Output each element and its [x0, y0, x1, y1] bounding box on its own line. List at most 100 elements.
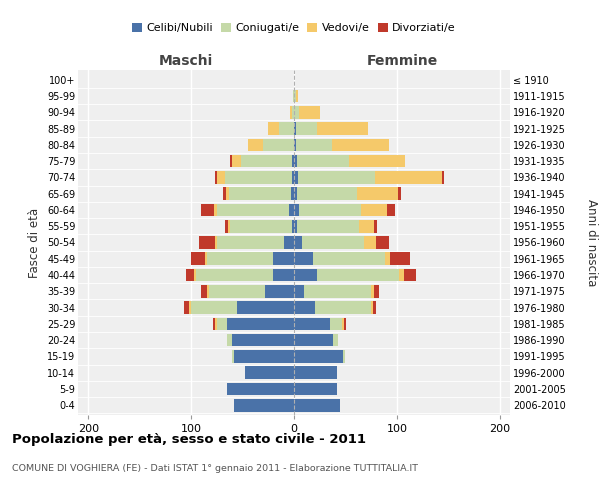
Bar [217, 318, 227, 330]
Bar [292, 106, 294, 118]
Bar [217, 236, 284, 249]
Bar [317, 268, 399, 281]
Bar [291, 188, 294, 200]
Bar [289, 204, 294, 216]
Bar [191, 301, 238, 314]
Bar [344, 318, 346, 330]
Bar [385, 252, 389, 265]
Bar [373, 301, 376, 314]
Bar [296, 138, 332, 151]
Bar [223, 188, 226, 200]
Bar [209, 285, 265, 298]
Bar [202, 285, 206, 298]
Bar [205, 252, 206, 265]
Bar [330, 318, 343, 330]
Bar [294, 252, 313, 265]
Bar [374, 285, 379, 298]
Bar [357, 188, 398, 200]
Bar [294, 188, 297, 200]
Bar [389, 252, 410, 265]
Bar [361, 204, 386, 216]
Bar [245, 366, 294, 379]
Bar [268, 122, 278, 135]
Bar [238, 301, 294, 314]
Bar [371, 301, 373, 314]
Bar [230, 155, 232, 168]
Bar [214, 204, 217, 216]
Bar [296, 90, 298, 102]
Bar [299, 204, 361, 216]
Bar [290, 106, 292, 118]
Bar [265, 285, 294, 298]
Legend: Celibi/Nubili, Coniugati/e, Vedovi/e, Divorziati/e: Celibi/Nubili, Coniugati/e, Vedovi/e, Di… [128, 18, 460, 38]
Bar [442, 171, 444, 184]
Bar [294, 171, 298, 184]
Bar [314, 301, 371, 314]
Bar [226, 188, 229, 200]
Bar [294, 382, 337, 396]
Bar [294, 350, 343, 363]
Bar [349, 155, 405, 168]
Bar [227, 334, 232, 346]
Bar [215, 171, 217, 184]
Bar [297, 155, 349, 168]
Bar [189, 301, 191, 314]
Bar [274, 252, 294, 265]
Bar [364, 236, 376, 249]
Bar [294, 285, 304, 298]
Bar [284, 236, 294, 249]
Bar [229, 188, 291, 200]
Bar [294, 399, 340, 411]
Bar [294, 90, 296, 102]
Bar [292, 171, 294, 184]
Bar [359, 220, 374, 232]
Bar [404, 268, 416, 281]
Text: Maschi: Maschi [159, 54, 213, 68]
Bar [294, 268, 317, 281]
Bar [215, 236, 217, 249]
Bar [191, 252, 205, 265]
Bar [206, 252, 274, 265]
Bar [374, 220, 377, 232]
Bar [375, 171, 442, 184]
Y-axis label: Fasce di età: Fasce di età [28, 208, 41, 278]
Bar [293, 90, 294, 102]
Bar [294, 236, 302, 249]
Bar [302, 236, 364, 249]
Bar [184, 301, 189, 314]
Text: Popolazione per età, sesso e stato civile - 2011: Popolazione per età, sesso e stato civil… [12, 432, 366, 446]
Bar [199, 236, 215, 249]
Bar [294, 155, 297, 168]
Bar [297, 188, 357, 200]
Bar [213, 318, 215, 330]
Bar [215, 318, 217, 330]
Bar [263, 138, 294, 151]
Bar [235, 399, 294, 411]
Bar [292, 220, 294, 232]
Bar [294, 106, 299, 118]
Bar [232, 350, 235, 363]
Bar [227, 382, 294, 396]
Bar [228, 220, 230, 232]
Text: COMUNE DI VOGHIERA (FE) - Dati ISTAT 1° gennaio 2011 - Elaborazione TUTTITALIA.I: COMUNE DI VOGHIERA (FE) - Dati ISTAT 1° … [12, 464, 418, 473]
Bar [196, 268, 274, 281]
Bar [225, 220, 228, 232]
Bar [304, 285, 371, 298]
Bar [297, 220, 359, 232]
Bar [235, 350, 294, 363]
Bar [217, 171, 225, 184]
Bar [313, 252, 385, 265]
Bar [217, 204, 289, 216]
Bar [294, 301, 314, 314]
Bar [206, 285, 209, 298]
Bar [294, 334, 333, 346]
Bar [294, 122, 296, 135]
Bar [398, 188, 401, 200]
Bar [298, 171, 375, 184]
Bar [230, 220, 292, 232]
Bar [299, 106, 320, 118]
Bar [186, 268, 194, 281]
Bar [399, 268, 404, 281]
Bar [241, 155, 292, 168]
Bar [274, 268, 294, 281]
